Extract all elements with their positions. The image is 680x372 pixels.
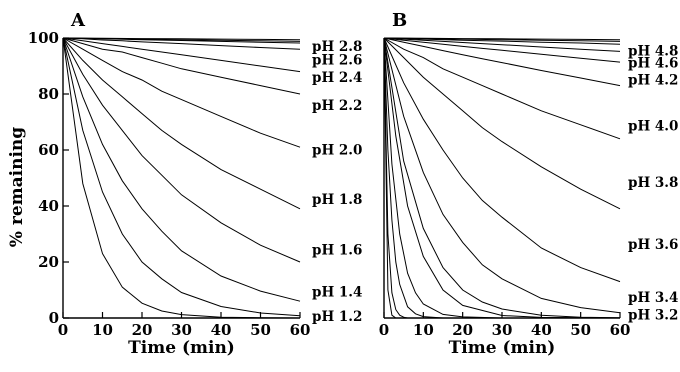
series-label: pH 1.4 <box>312 284 362 300</box>
x-tick-label: 60 <box>610 321 631 339</box>
series-label: pH 4.2 <box>628 72 678 88</box>
x-tick-label: 40 <box>211 321 232 339</box>
series-line-ph-2-2 <box>62 37 301 148</box>
y-tick-label: 80 <box>38 85 59 103</box>
series-label: pH 2.0 <box>312 142 362 158</box>
series-label: pH 2.4 <box>312 70 362 86</box>
series-label: pH 2.6 <box>312 52 362 68</box>
y-tick-label: 20 <box>38 253 59 271</box>
series-label: pH 3.8 <box>628 175 678 191</box>
series-line-ph-3-2 <box>383 37 621 319</box>
series-line-ph-2-0 <box>62 37 301 210</box>
series-label: pH 1.2 <box>312 309 362 325</box>
series-line <box>62 37 301 41</box>
series-line-ph-1-6 <box>62 37 301 302</box>
panel-a: A 0 10 20 30 40 50 60 0 20 40 60 80 100 Time (min) pH 1… <box>28 10 363 358</box>
series-line-ph-1-2 <box>62 37 301 319</box>
series-line-ph-2-8 <box>62 37 301 50</box>
panel-b: B 0 10 20 30 40 50 60 Time (min) pH 3.2pH 3.4 pH 3… <box>379 10 679 358</box>
series-line-ph-3-8 <box>383 37 621 210</box>
panel-label: A <box>70 10 86 31</box>
y-tick-label: 60 <box>38 141 59 159</box>
x-tick-label: 60 <box>290 321 311 339</box>
series-label: pH 2.8 <box>312 39 362 55</box>
series-label: pH 4.8 <box>628 43 678 59</box>
x-tick-label: 30 <box>171 321 192 339</box>
series-label: pH 1.8 <box>312 192 362 208</box>
x-tick-label: 50 <box>250 321 271 339</box>
series-label: pH 2.2 <box>312 98 362 114</box>
series-line-ph-3-4 <box>383 37 621 314</box>
series-line <box>383 37 503 319</box>
series-line-ph-4-8 <box>383 37 621 52</box>
series-label: pH 3.2 <box>628 307 678 323</box>
x-axis-label: Time (min) <box>449 338 556 358</box>
series-line <box>383 37 397 319</box>
series-line-ph-2-4 <box>62 37 301 95</box>
x-tick-label: 10 <box>92 321 113 339</box>
series-line-ph-4-2 <box>383 37 621 87</box>
x-tick-label: 50 <box>570 321 591 339</box>
series-line-ph-4-0 <box>383 37 621 140</box>
series-line <box>383 37 621 41</box>
x-tick-label: 0 <box>379 321 389 339</box>
series-label: pH 4.0 <box>628 118 678 134</box>
series-label: pH 4.6 <box>628 55 678 71</box>
series-label: pH 3.4 <box>628 290 678 306</box>
x-axis-label: Time (min) <box>128 338 235 358</box>
series-line-ph-2-6 <box>62 37 301 73</box>
y-axis-label: % remaining <box>7 127 27 247</box>
series-line <box>383 37 408 319</box>
x-tick-label: 20 <box>132 321 153 339</box>
series-line-ph-1-8 <box>62 37 301 263</box>
series-label: pH 1.6 <box>312 242 362 258</box>
series-line-ph-1-4 <box>62 37 301 317</box>
x-tick-label: 20 <box>452 321 473 339</box>
y-tick-label: 0 <box>49 309 59 327</box>
y-tick-label: 40 <box>38 197 59 215</box>
x-tick-label: 10 <box>413 321 434 339</box>
series-line <box>383 37 444 319</box>
series-line-ph-4-6 <box>383 37 621 63</box>
x-tick-label: 0 <box>58 321 68 339</box>
series-line-ph-3-6 <box>383 37 621 283</box>
x-tick-label: 40 <box>531 321 552 339</box>
x-tick-label: 30 <box>492 321 513 339</box>
panel-label: B <box>392 10 407 31</box>
series-line <box>383 37 621 319</box>
series-label: pH 3.6 <box>628 237 678 253</box>
y-tick-label: 100 <box>28 29 59 47</box>
